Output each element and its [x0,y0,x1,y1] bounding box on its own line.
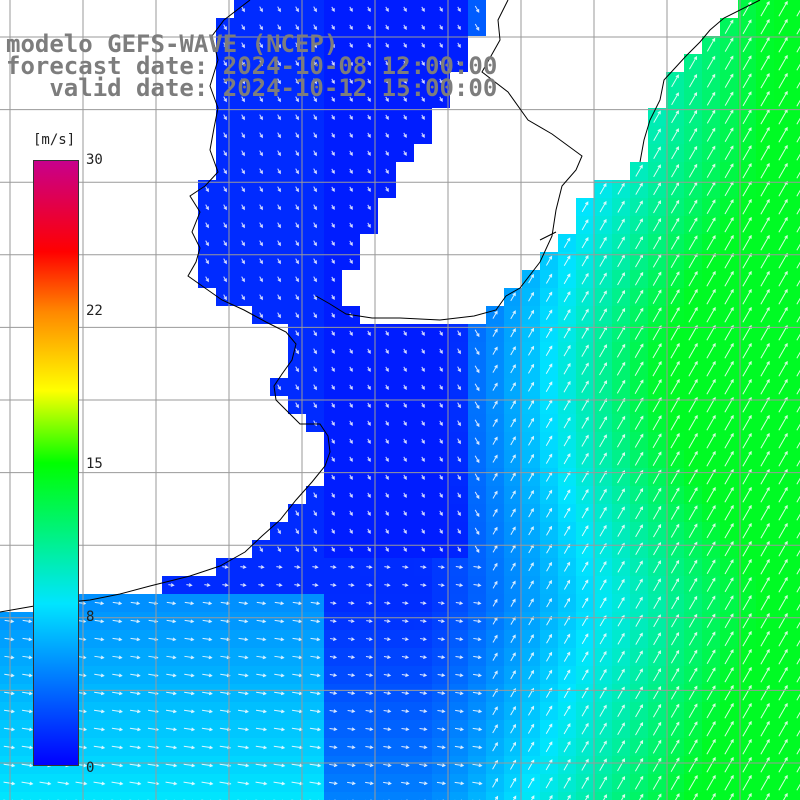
colorbar-tick-30: 30 [86,152,103,168]
title-forecast-date: forecast date: 2024-10-08 12:00:00 [6,52,498,80]
colorbar-tick-8: 8 [86,609,95,625]
colorbar-tick-22: 22 [86,303,103,319]
colorbar-unit: [m/s] [33,132,76,148]
title-valid-date: valid date: 2024-10-12 15:00:00 [6,74,498,102]
colorbar-tick-0: 0 [86,760,95,776]
wind-direction-arrows [3,0,800,800]
colorbar-tick-15: 15 [86,456,103,472]
title-model: modelo GEFS-WAVE (NCEP) [6,30,339,58]
coastline [0,0,761,613]
colorbar [33,160,79,766]
